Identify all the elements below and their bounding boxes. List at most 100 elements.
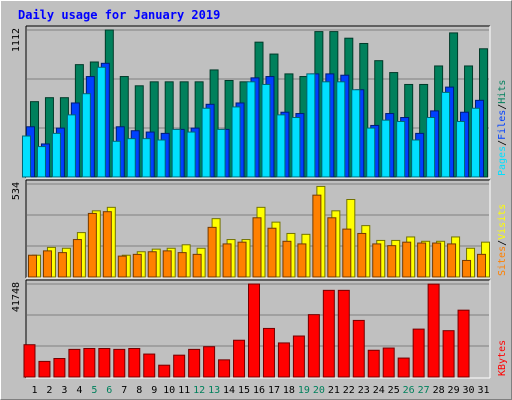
bar-kbytes-day-5: [83, 347, 96, 378]
x-tick-label-day-2: 2: [46, 385, 52, 396]
bar-sites-day-5: [87, 212, 97, 278]
bar-pages-day-14: [216, 128, 226, 178]
bar-pages-day-23: [351, 89, 361, 178]
bar-pages-day-29: [441, 91, 451, 178]
x-tick-label-day-23: 23: [358, 385, 370, 396]
bar-kbytes-day-3: [53, 358, 66, 378]
bar-pages-day-7: [111, 140, 121, 178]
bar-pages-day-25: [381, 119, 391, 178]
bar-pages-day-16: [246, 81, 256, 178]
bar-sites-day-11: [177, 252, 187, 278]
bar-kbytes-day-24: [367, 349, 380, 378]
bar-sites-day-22: [342, 228, 352, 278]
legend-item: Hits: [497, 80, 508, 104]
bar-pages-day-20: [306, 73, 316, 178]
x-tick-label-day-26: 26: [403, 385, 415, 396]
legend-item: /: [497, 104, 508, 110]
legend-item: Visits: [497, 204, 508, 240]
bar-pages-day-26: [396, 120, 406, 178]
bar-sites-day-14: [222, 243, 232, 278]
x-tick-label-day-1: 1: [31, 385, 37, 396]
bar-sites-day-6: [102, 211, 112, 278]
bar-pages-day-15: [231, 106, 241, 178]
bar-pages-day-3: [51, 132, 61, 178]
bar-pages-day-19: [291, 117, 301, 178]
bar-kbytes-day-21: [322, 289, 335, 378]
x-tick-label-day-30: 30: [463, 385, 475, 396]
bar-sites-day-25: [387, 245, 397, 278]
x-tick-label-day-17: 17: [268, 385, 280, 396]
bar-kbytes-day-1: [23, 344, 36, 378]
x-tick-label-day-6: 6: [106, 385, 112, 396]
bar-kbytes-day-2: [38, 360, 51, 378]
bar-pages-day-1: [21, 135, 31, 178]
bar-sites-day-19: [297, 243, 307, 278]
panel-kbytes: 41748 KBytes: [11, 279, 508, 379]
bar-sites-day-20: [312, 194, 322, 278]
bar-kbytes-day-27: [412, 328, 425, 378]
legend-item: KBytes: [497, 340, 508, 376]
bar-kbytes-day-26: [397, 357, 410, 378]
x-tick-label-day-18: 18: [283, 385, 295, 396]
bar-pages-day-12: [186, 131, 196, 178]
panel-visits-sites: 534 Sites/Visits: [11, 179, 508, 279]
bar-kbytes-day-30: [457, 309, 470, 378]
x-tick-label-day-21: 21: [328, 385, 340, 396]
bar-sites-day-31: [477, 253, 487, 278]
bar-pages-day-30: [456, 120, 466, 178]
x-tick-label-day-13: 13: [208, 385, 220, 396]
bar-pages-day-5: [81, 93, 91, 178]
bar-kbytes-day-9: [143, 353, 156, 378]
bar-kbytes-day-13: [203, 346, 216, 378]
x-tick-label-day-14: 14: [223, 385, 235, 396]
bar-kbytes-day-10: [158, 364, 171, 378]
x-tick-label-day-22: 22: [343, 385, 355, 396]
bar-pages-day-31: [471, 107, 481, 178]
bar-sites-day-21: [327, 217, 337, 278]
x-tick-label-day-12: 12: [193, 385, 205, 396]
bar-sites-day-2: [42, 250, 52, 278]
legend: Pages/Files/Hits: [497, 80, 508, 176]
bar-pages-day-2: [36, 146, 46, 178]
bar-kbytes-day-28: [427, 283, 440, 378]
legend-item: /: [497, 240, 508, 246]
bar-sites-day-17: [267, 227, 277, 278]
bar-pages-day-22: [336, 81, 346, 178]
bar-kbytes-day-29: [442, 330, 455, 378]
chart-title: Daily usage for January 2019: [18, 8, 220, 22]
bar-sites-day-1: [27, 254, 37, 278]
legend: Sites/Visits: [497, 204, 508, 276]
bar-kbytes-day-4: [68, 348, 81, 378]
ymax-label: 534: [11, 182, 22, 200]
bar-pages-day-24: [366, 127, 376, 178]
bar-sites-day-29: [447, 243, 457, 278]
bar-sites-day-8: [132, 253, 142, 278]
bar-sites-day-27: [417, 242, 427, 278]
bar-kbytes-day-15: [233, 339, 246, 378]
legend-item: Sites: [497, 246, 508, 276]
bar-kbytes-day-14: [218, 359, 231, 378]
bar-sites-day-10: [162, 250, 172, 278]
bar-sites-day-15: [237, 241, 247, 278]
bar-kbytes-day-8: [128, 347, 141, 378]
ymax-label: 1112: [11, 28, 22, 52]
bar-pages-day-6: [96, 66, 106, 178]
bar-kbytes-day-25: [382, 347, 395, 378]
legend-item: Files: [497, 110, 508, 140]
bar-kbytes-day-23: [352, 319, 365, 378]
legend-item: Pages: [497, 146, 508, 176]
x-tick-label-day-16: 16: [253, 385, 265, 396]
bar-pages-day-4: [66, 114, 76, 178]
bar-kbytes-day-18: [277, 342, 290, 378]
bar-sites-day-13: [207, 226, 217, 278]
bar-kbytes-day-11: [173, 354, 186, 378]
x-tick-label-day-10: 10: [163, 385, 175, 396]
bar-sites-day-26: [402, 241, 412, 278]
bar-sites-day-23: [357, 232, 367, 278]
bar-pages-day-13: [201, 107, 211, 178]
x-tick-label-day-24: 24: [373, 385, 385, 396]
bar-kbytes-day-17: [262, 327, 275, 378]
bar-sites-day-9: [147, 251, 157, 278]
x-tick-label-day-3: 3: [61, 385, 67, 396]
